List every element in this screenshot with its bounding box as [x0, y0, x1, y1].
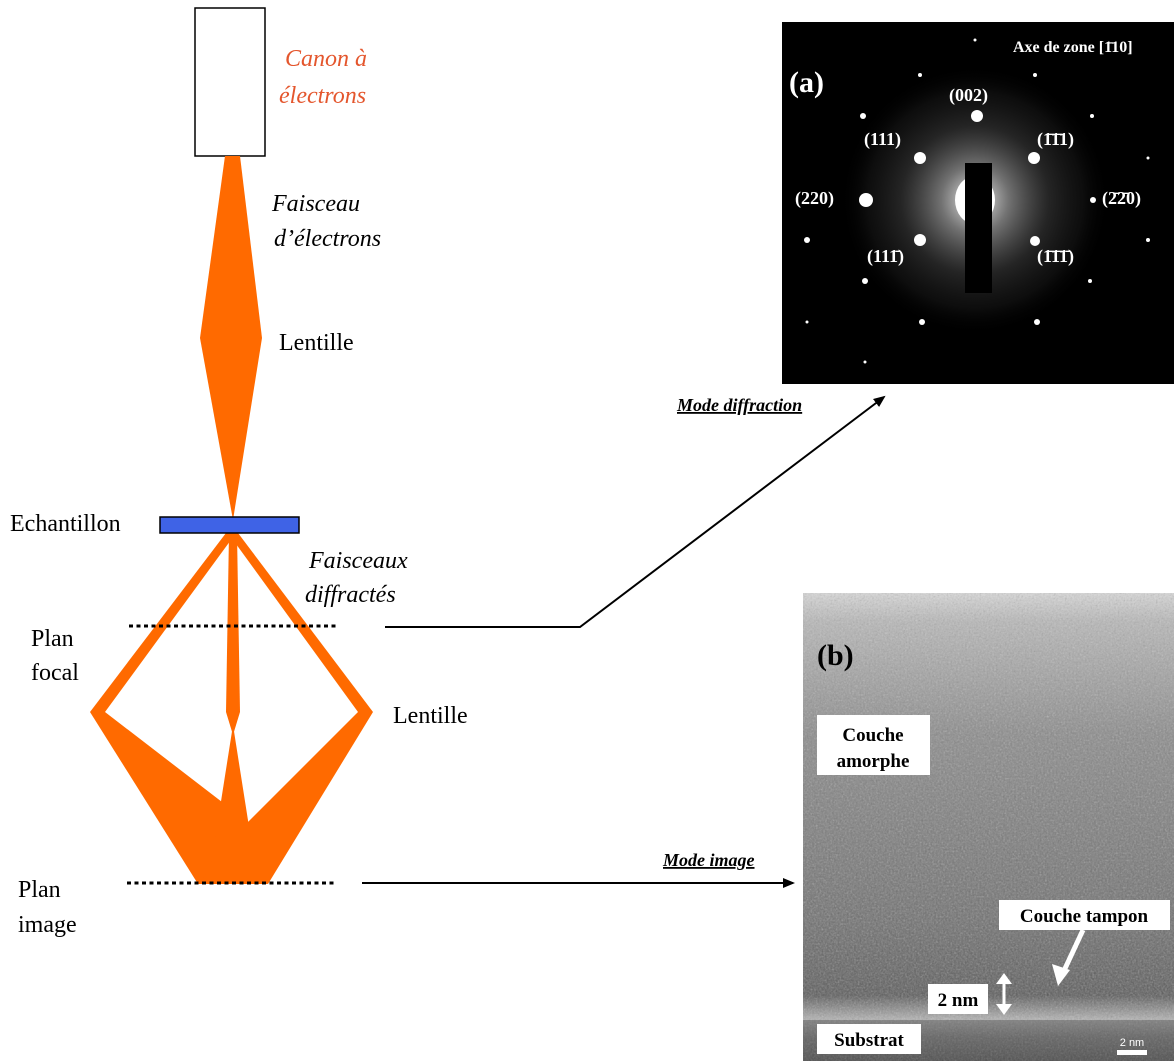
spot-outer: [973, 38, 977, 42]
spot-label-1b1b1b: (1̄1̄1̄): [1037, 246, 1074, 267]
spot-outer: [918, 73, 922, 77]
image-mode-label: Mode image: [662, 850, 755, 870]
spot-label-220: (220): [795, 188, 834, 209]
thickness-arrow-up: [996, 973, 1012, 984]
buffer-label: Couche tampon: [1020, 906, 1149, 927]
diffraction-pattern-panel: (a) Axe de zone [1̄10] (002) (111) (1̄1̄…: [782, 22, 1174, 384]
image-beam-center: [208, 725, 258, 884]
spot-002: [971, 110, 983, 122]
scale-bar: [1117, 1050, 1147, 1055]
spot-outer: [919, 319, 925, 325]
image-plane-label-line2: image: [18, 912, 77, 938]
spot-label-2b2b0: (2̄2̄0): [1102, 188, 1141, 209]
focal-plane-label-line2: focal: [31, 660, 79, 686]
electron-gun-label-line2: électrons: [279, 83, 366, 109]
electron-gun: [194, 7, 266, 157]
amorphous-label-line1: Couche: [842, 725, 903, 746]
substrate-label-box: [817, 1024, 921, 1054]
electron-gun-label-line1: Canon à: [285, 46, 367, 72]
buffer-arrowhead: [1052, 964, 1070, 986]
spot-1b1b1: [1028, 152, 1040, 164]
spot-111: [914, 152, 926, 164]
spot-outer: [1090, 114, 1094, 118]
spot-outer: [1033, 73, 1037, 77]
transmitted-beam: [226, 533, 240, 735]
diffraction-mode-label: Mode diffraction: [676, 395, 802, 415]
panel-b-tag: (b): [817, 639, 854, 672]
diffracted-label-line1: Faisceaux: [308, 548, 408, 574]
spot-outer: [862, 278, 868, 284]
spot-outer: [1034, 319, 1040, 325]
diffracted-label-line2: diffractés: [305, 582, 396, 608]
spot-label-1b1b1: (1̄1̄1): [1037, 129, 1074, 150]
beam-label-line2: d’électrons: [274, 226, 381, 252]
electron-beam: [200, 156, 262, 520]
image-plane-label-line1: Plan: [18, 877, 61, 903]
spot-label-002: (002): [949, 85, 988, 106]
spot-label-111b: (111̄): [867, 246, 904, 267]
thickness-arrow-down: [996, 1004, 1012, 1015]
scale-bar-label: 2 nm: [1120, 1037, 1144, 1049]
spot-outer: [1146, 156, 1150, 160]
thickness-label: 2 nm: [938, 990, 979, 1011]
amorphous-label-box: [817, 715, 930, 775]
sample-label: Echantillon: [10, 511, 121, 537]
spot-2b2b0: [1090, 197, 1096, 203]
upper-lens-label: Lentille: [279, 330, 354, 356]
spot-outer: [1146, 238, 1150, 242]
beam-stop: [965, 163, 992, 293]
spot-220: [859, 193, 873, 207]
focal-plane-label-line1: Plan: [31, 626, 74, 652]
diffracted-beam-right: [228, 533, 373, 712]
amorphous-label-line2: amorphe: [837, 751, 910, 772]
zone-axis-label: Axe de zone [1̄10]: [1013, 39, 1133, 56]
panel-a-tag: (a): [789, 66, 824, 99]
spot-outer: [805, 320, 809, 324]
substrate-label: Substrat: [834, 1030, 904, 1051]
lower-lens-label: Lentille: [393, 703, 468, 729]
hrtem-image-panel: (b) Couche amorphe Couche tampon 2 nm Su…: [803, 593, 1174, 1061]
diffraction-mode-arrow: [385, 395, 886, 628]
spot-outer: [1088, 279, 1092, 283]
spot-label-111: (111): [864, 129, 901, 150]
diffracted-beam-left: [90, 533, 236, 712]
spot-1b1b1b: [1030, 236, 1040, 246]
spot-111b: [914, 234, 926, 246]
buffer-label-box: [999, 900, 1170, 930]
beam-label-line1: Faisceau: [271, 191, 360, 217]
spot-outer: [804, 237, 810, 243]
spot-outer: [863, 360, 867, 364]
sample: [159, 516, 300, 534]
spot-outer: [860, 113, 866, 119]
thickness-label-box: [928, 984, 988, 1014]
buffer-arrow: [1059, 928, 1086, 977]
